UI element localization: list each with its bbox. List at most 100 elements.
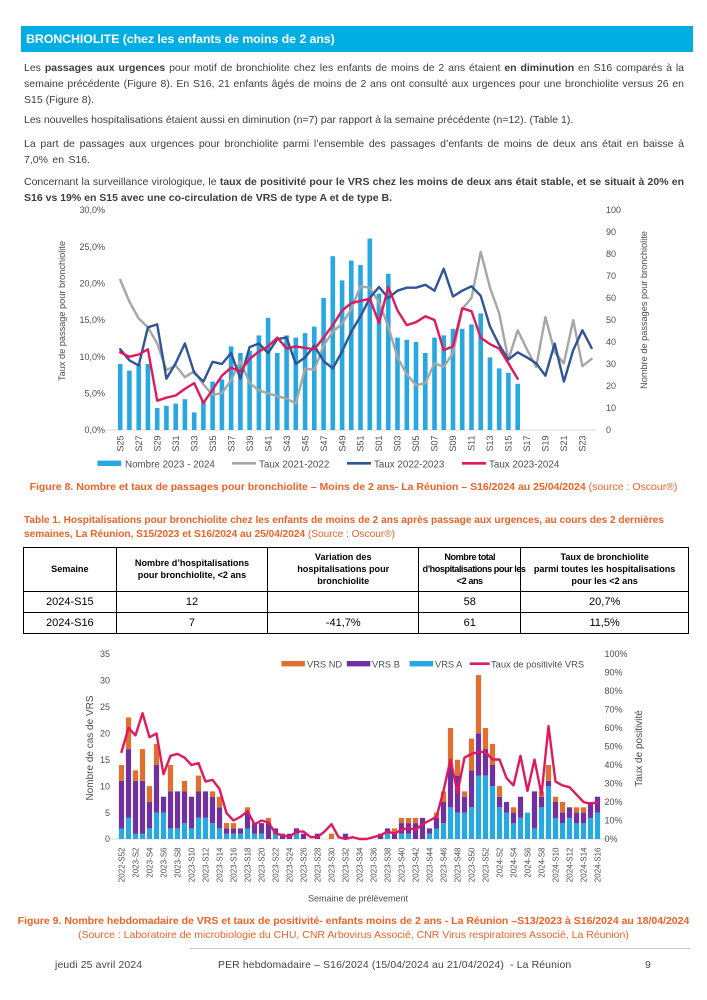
svg-text:2023-S48: 2023-S48 xyxy=(454,847,463,882)
svg-text:90%: 90% xyxy=(605,668,623,678)
svg-text:20,0%: 20,0% xyxy=(79,279,105,289)
svg-text:S43: S43 xyxy=(282,436,292,452)
svg-text:S03: S03 xyxy=(393,436,403,452)
svg-text:2023-S18: 2023-S18 xyxy=(244,847,253,882)
svg-text:S37: S37 xyxy=(226,436,236,452)
svg-text:80: 80 xyxy=(606,249,616,259)
svg-text:40: 40 xyxy=(606,337,616,347)
svg-text:80%: 80% xyxy=(605,686,623,696)
svg-text:S47: S47 xyxy=(319,436,329,452)
svg-text:S01: S01 xyxy=(374,436,384,452)
svg-text:2023-S32: 2023-S32 xyxy=(342,847,351,882)
svg-text:S21: S21 xyxy=(559,436,569,452)
svg-text:40%: 40% xyxy=(605,760,623,770)
svg-text:30%: 30% xyxy=(605,779,623,789)
svg-text:VRS A: VRS A xyxy=(435,660,463,670)
svg-text:10,0%: 10,0% xyxy=(79,352,105,362)
svg-text:Taux de passage pour bronchiol: Taux de passage pour bronchiolite xyxy=(57,241,67,381)
svg-text:2023-S40: 2023-S40 xyxy=(398,847,407,882)
svg-text:25,0%: 25,0% xyxy=(79,242,105,252)
svg-text:Taux de positivité VRS: Taux de positivité VRS xyxy=(491,660,584,670)
svg-text:2023-S34: 2023-S34 xyxy=(356,847,365,882)
svg-text:2023-S26: 2023-S26 xyxy=(300,847,309,882)
svg-text:2023-S42: 2023-S42 xyxy=(412,847,421,882)
svg-text:2024-S2: 2024-S2 xyxy=(496,847,505,878)
svg-text:S05: S05 xyxy=(411,436,421,452)
svg-text:Nombre de cas de VRS: Nombre de cas de VRS xyxy=(85,695,96,800)
svg-text:10: 10 xyxy=(606,403,616,413)
svg-text:Semaine de prélèvement: Semaine de prélèvement xyxy=(308,894,409,904)
svg-text:2023-S36: 2023-S36 xyxy=(370,847,379,882)
svg-text:2023-S20: 2023-S20 xyxy=(258,847,267,882)
svg-text:S33: S33 xyxy=(189,436,199,452)
svg-text:VRS B: VRS B xyxy=(372,660,400,670)
svg-text:2024-S10: 2024-S10 xyxy=(552,847,561,882)
svg-text:35: 35 xyxy=(100,649,110,659)
svg-text:VRS ND: VRS ND xyxy=(307,660,342,670)
svg-text:2023-S2: 2023-S2 xyxy=(132,847,141,878)
svg-text:30,0%: 30,0% xyxy=(79,205,105,215)
svg-text:2023-S46: 2023-S46 xyxy=(440,847,449,882)
svg-text:5: 5 xyxy=(105,808,110,818)
svg-text:2023-S16: 2023-S16 xyxy=(230,847,239,882)
svg-text:S07: S07 xyxy=(430,436,440,452)
svg-text:30: 30 xyxy=(100,676,110,686)
svg-text:S19: S19 xyxy=(541,436,551,452)
svg-text:2023-S6: 2023-S6 xyxy=(160,847,169,878)
svg-text:5,0%: 5,0% xyxy=(84,389,105,399)
svg-text:2023-S22: 2023-S22 xyxy=(272,847,281,882)
svg-text:2023-S52: 2023-S52 xyxy=(482,847,491,882)
svg-text:70%: 70% xyxy=(605,705,623,715)
svg-text:2024-S4: 2024-S4 xyxy=(510,847,519,878)
svg-text:0: 0 xyxy=(606,425,611,435)
svg-text:S35: S35 xyxy=(208,436,218,452)
svg-text:10%: 10% xyxy=(605,816,623,826)
svg-text:2023-S8: 2023-S8 xyxy=(174,847,183,878)
svg-text:2024-S14: 2024-S14 xyxy=(580,847,589,882)
svg-text:20: 20 xyxy=(100,729,110,739)
svg-text:S23: S23 xyxy=(578,436,588,452)
svg-text:Taux 2023-2024: Taux 2023-2024 xyxy=(489,460,560,471)
svg-text:90: 90 xyxy=(606,227,616,237)
svg-text:0: 0 xyxy=(105,834,110,844)
svg-text:Nombre de passages pour bronch: Nombre de passages pour bronchiolite xyxy=(639,231,649,389)
svg-text:2023-S30: 2023-S30 xyxy=(328,847,337,882)
svg-text:S45: S45 xyxy=(300,436,310,452)
svg-text:S09: S09 xyxy=(448,436,458,452)
svg-text:S39: S39 xyxy=(245,436,255,452)
svg-text:10: 10 xyxy=(100,781,110,791)
svg-text:S29: S29 xyxy=(152,436,162,452)
svg-text:2024-S16: 2024-S16 xyxy=(594,847,603,882)
svg-text:2023-S44: 2023-S44 xyxy=(426,847,435,882)
svg-text:Taux 2021-2022: Taux 2021-2022 xyxy=(259,460,329,471)
svg-text:S13: S13 xyxy=(485,436,495,452)
svg-text:S51: S51 xyxy=(356,436,366,452)
svg-text:2023-S12: 2023-S12 xyxy=(202,847,211,882)
svg-text:25: 25 xyxy=(100,702,110,712)
svg-text:20%: 20% xyxy=(605,797,623,807)
svg-text:100%: 100% xyxy=(605,649,628,659)
svg-text:60%: 60% xyxy=(605,723,623,733)
svg-text:2023-S38: 2023-S38 xyxy=(384,847,393,882)
svg-text:2024-S8: 2024-S8 xyxy=(538,847,547,878)
svg-text:2023-S14: 2023-S14 xyxy=(216,847,225,882)
svg-text:0%: 0% xyxy=(605,834,618,844)
svg-text:50%: 50% xyxy=(605,742,623,752)
svg-text:0,0%: 0,0% xyxy=(84,425,105,435)
svg-text:2023-S50: 2023-S50 xyxy=(468,847,477,882)
svg-text:S25: S25 xyxy=(115,436,125,452)
svg-text:2022-S52: 2022-S52 xyxy=(118,847,127,882)
svg-text:15,0%: 15,0% xyxy=(79,315,105,325)
svg-text:2024-S12: 2024-S12 xyxy=(566,847,575,882)
svg-text:70: 70 xyxy=(606,271,616,281)
svg-text:S15: S15 xyxy=(504,436,514,452)
svg-text:S11: S11 xyxy=(467,436,477,451)
svg-text:Taux 2022-2023: Taux 2022-2023 xyxy=(374,460,445,471)
svg-text:60: 60 xyxy=(606,293,616,303)
svg-text:2023-S4: 2023-S4 xyxy=(146,847,155,878)
svg-text:15: 15 xyxy=(100,755,110,765)
svg-text:S41: S41 xyxy=(263,436,273,452)
svg-text:50: 50 xyxy=(606,315,616,325)
svg-text:2023-S10: 2023-S10 xyxy=(188,847,197,882)
svg-text:30: 30 xyxy=(606,359,616,369)
